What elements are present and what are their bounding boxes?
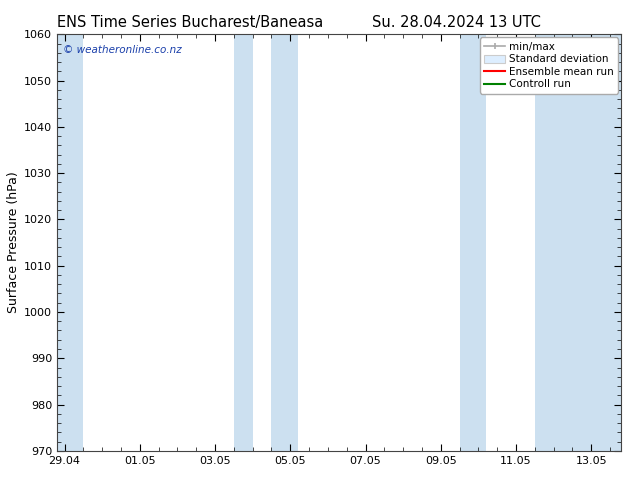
Bar <box>460 34 486 451</box>
Bar <box>234 34 253 451</box>
Y-axis label: Surface Pressure (hPa): Surface Pressure (hPa) <box>7 172 20 314</box>
Text: © weatheronline.co.nz: © weatheronline.co.nz <box>63 45 181 55</box>
Text: Su. 28.04.2024 13 UTC: Su. 28.04.2024 13 UTC <box>372 15 541 30</box>
Legend: min/max, Standard deviation, Ensemble mean run, Controll run: min/max, Standard deviation, Ensemble me… <box>480 37 618 94</box>
Bar <box>271 34 298 451</box>
Bar <box>57 34 84 451</box>
Bar <box>535 34 621 451</box>
Text: ENS Time Series Bucharest/Baneasa: ENS Time Series Bucharest/Baneasa <box>57 15 323 30</box>
